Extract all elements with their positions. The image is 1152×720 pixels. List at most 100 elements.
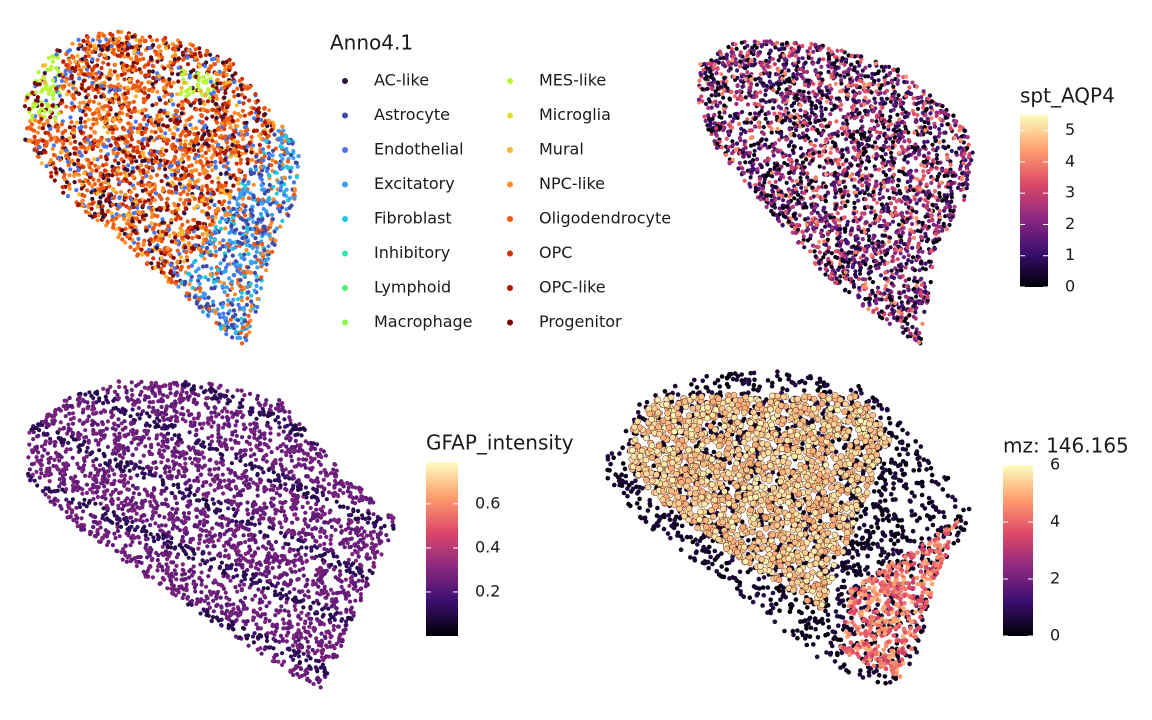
cell-point bbox=[153, 191, 159, 196]
cell-point bbox=[867, 276, 872, 281]
cell-point bbox=[178, 145, 183, 150]
cell-point bbox=[85, 35, 90, 40]
cell-point bbox=[204, 175, 209, 180]
cell-point bbox=[48, 109, 53, 114]
cell-point bbox=[89, 161, 94, 166]
cell-point bbox=[914, 168, 919, 173]
cell-point bbox=[174, 240, 179, 245]
cell-point bbox=[162, 94, 167, 99]
cell-point bbox=[189, 246, 194, 251]
cell-point bbox=[287, 175, 293, 180]
cell-point bbox=[139, 70, 144, 75]
cell-point bbox=[90, 111, 95, 117]
cell-point bbox=[192, 156, 197, 161]
cell-point bbox=[91, 177, 96, 182]
cell-point bbox=[233, 153, 239, 158]
cell-point bbox=[73, 146, 78, 151]
cell-point bbox=[115, 151, 120, 156]
cell-point bbox=[39, 161, 44, 166]
cell-point bbox=[160, 188, 165, 193]
cell-point bbox=[56, 111, 61, 116]
cell-point bbox=[769, 130, 774, 135]
cell-point bbox=[211, 279, 216, 285]
cell-point bbox=[140, 35, 145, 40]
cell-point bbox=[243, 208, 248, 213]
cell-point bbox=[910, 80, 915, 85]
cell-point bbox=[897, 295, 902, 300]
cell-point bbox=[149, 165, 154, 170]
cell-point bbox=[120, 202, 125, 207]
cell-point bbox=[172, 125, 178, 130]
cell-point bbox=[176, 206, 181, 211]
cell-point bbox=[140, 188, 145, 193]
cell-point bbox=[761, 125, 766, 130]
cell-point bbox=[125, 85, 130, 90]
cell-point bbox=[201, 240, 206, 246]
cell-point bbox=[236, 187, 242, 192]
legend-key bbox=[507, 216, 513, 222]
cell-point bbox=[75, 62, 80, 67]
cell-point bbox=[951, 113, 956, 118]
cell-point bbox=[138, 122, 143, 128]
cell-point bbox=[167, 227, 172, 232]
cell-point bbox=[178, 192, 183, 197]
cell-point bbox=[250, 233, 255, 238]
cell-point bbox=[242, 312, 247, 317]
cell-point bbox=[156, 44, 161, 50]
cell-point bbox=[59, 78, 65, 84]
cell-point bbox=[137, 219, 142, 224]
cell-point bbox=[161, 78, 166, 83]
cell-point bbox=[251, 128, 257, 134]
cell-point bbox=[154, 207, 159, 212]
cell-point bbox=[61, 141, 66, 146]
cell-point bbox=[238, 284, 243, 289]
cell-point bbox=[139, 179, 144, 184]
cell-point bbox=[175, 72, 180, 77]
cell-point bbox=[262, 154, 267, 159]
cell-point bbox=[133, 119, 138, 124]
cell-point bbox=[210, 138, 215, 143]
cell-point bbox=[274, 170, 279, 175]
cell-point bbox=[863, 166, 869, 171]
cell-point bbox=[179, 89, 184, 94]
cell-point bbox=[775, 40, 780, 46]
cell-point bbox=[94, 121, 99, 126]
cell-point bbox=[117, 195, 122, 201]
cell-point bbox=[232, 195, 237, 200]
cell-point bbox=[204, 264, 209, 269]
cell-point bbox=[838, 187, 843, 192]
cell-point bbox=[908, 331, 913, 336]
cell-point bbox=[149, 129, 154, 134]
cell-point bbox=[127, 77, 132, 83]
cell-point bbox=[50, 78, 56, 83]
cell-point bbox=[104, 144, 109, 149]
cell-point bbox=[126, 68, 131, 73]
cell-point bbox=[875, 129, 880, 135]
cell-point bbox=[224, 170, 229, 175]
cell-point bbox=[291, 149, 296, 154]
cell-point bbox=[898, 240, 903, 245]
cell-point bbox=[835, 129, 841, 134]
cell-point bbox=[202, 102, 207, 107]
colorbar-tick-label: 0 bbox=[1065, 277, 1075, 296]
cell-point bbox=[45, 102, 50, 107]
cell-point bbox=[143, 199, 148, 204]
cell-point bbox=[205, 99, 210, 104]
cell-point bbox=[906, 153, 911, 158]
cell-point bbox=[196, 131, 201, 136]
cell-point bbox=[131, 174, 136, 179]
cell-point bbox=[136, 209, 141, 214]
cell-point bbox=[255, 304, 260, 310]
cell-point bbox=[195, 203, 200, 208]
cell-point bbox=[911, 96, 916, 101]
cell-point bbox=[260, 147, 266, 152]
cell-point bbox=[155, 89, 160, 94]
cell-point bbox=[197, 64, 202, 69]
cell-point bbox=[911, 235, 917, 240]
cell-point bbox=[948, 126, 954, 131]
cell-point bbox=[218, 261, 223, 266]
cell-point bbox=[126, 150, 131, 155]
cell-point bbox=[252, 270, 257, 275]
cell-point bbox=[91, 143, 96, 148]
cell-point bbox=[67, 186, 72, 191]
